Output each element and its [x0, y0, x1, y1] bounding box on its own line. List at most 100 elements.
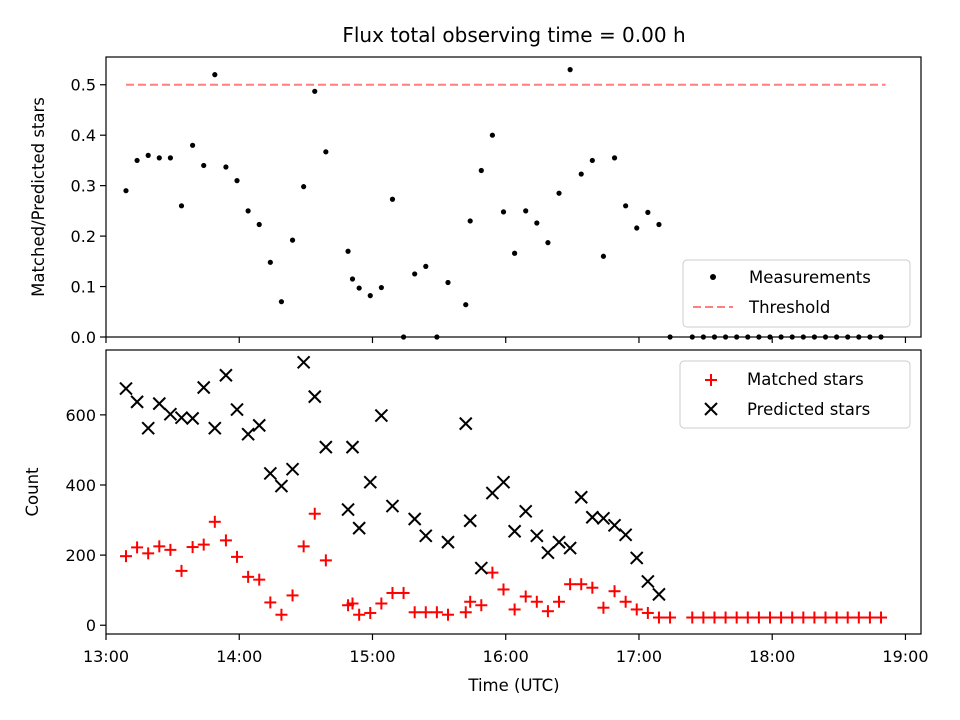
legend-label-matched: Matched stars: [747, 370, 864, 389]
x-tick-label-3: 16:00: [483, 647, 529, 666]
matched-stars-point-45: [619, 595, 632, 608]
predicted-stars-point-11: [241, 427, 255, 441]
measurements-point-12: [256, 221, 262, 228]
matched-stars-point-64: [841, 611, 854, 624]
legend-marker-predicted: [704, 402, 718, 416]
x-tick-label-4: 17:00: [616, 647, 662, 666]
predicted-stars-point-10: [230, 402, 244, 417]
matched-stars-point-42: [586, 581, 599, 594]
matched-stars-point-13: [264, 596, 277, 609]
y-axis-label: Count: [23, 467, 42, 517]
measurements-point-8: [212, 72, 218, 78]
measurements-point-41: [578, 171, 584, 177]
predicted-stars-point-14: [274, 479, 289, 493]
legend-box: [682, 259, 911, 328]
predicted-stars-point-26: [419, 529, 433, 543]
matched-stars-point-32: [475, 599, 488, 612]
matched-stars-point-65: [852, 611, 865, 624]
plot-frame: [105, 349, 922, 635]
legend-marker-measurements: [710, 274, 716, 280]
predicted-stars-point-41: [596, 511, 611, 526]
y-tick-label-0: 0.0: [71, 328, 96, 347]
matched-stars-point-16: [297, 540, 310, 553]
matched-stars-point-66: [863, 611, 876, 624]
measurements-point-0: [123, 188, 129, 194]
measurements-point-7: [201, 162, 207, 169]
matched-stars-point-26: [408, 606, 421, 619]
measurements-point-36: [523, 208, 529, 214]
predicted-stars-point-28: [459, 416, 473, 431]
measurements-point-47: [645, 209, 651, 215]
measurements-point-29: [445, 279, 451, 286]
plot-marks: [119, 355, 888, 624]
legend-label-threshold: Threshold: [748, 298, 830, 317]
predicted-stars-point-40: [585, 510, 600, 524]
matched-stars-point-5: [175, 564, 188, 577]
x-tick-label-1: 14:00: [216, 647, 262, 666]
matched-stars-point-53: [719, 611, 732, 624]
matched-stars-point-47: [641, 606, 654, 619]
predicted-stars-point-19: [341, 502, 355, 517]
predicted-stars-point-16: [296, 355, 311, 369]
matched-stars-point-11: [242, 570, 255, 583]
measurements-point-35: [512, 250, 518, 256]
matched-stars-point-35: [508, 603, 521, 616]
measurements-point-39: [556, 190, 562, 196]
measurements-point-32: [478, 167, 484, 174]
matched-stars-point-14: [275, 608, 288, 621]
matched-stars-point-49: [664, 611, 677, 624]
matched-stars-point-46: [630, 603, 643, 616]
measurements-point-21: [356, 285, 362, 291]
predicted-stars-point-2: [141, 421, 155, 435]
measurements-point-40: [567, 67, 573, 73]
axis-ticks: 0.0 0.1 0.2 0.3 0.4 0.5: [71, 76, 907, 347]
measurements-point-33: [489, 132, 496, 138]
measurements-point-45: [623, 203, 629, 209]
matched-stars-point-29: [441, 608, 454, 621]
measurements-point-44: [611, 155, 618, 161]
predicted-stars-point-7: [197, 380, 211, 395]
y-tick-label-2: 400: [65, 476, 96, 495]
measurements-point-42: [589, 157, 595, 164]
matched-stars-point-58: [775, 611, 788, 624]
matched-stars-point-18: [319, 554, 332, 567]
plot-frame: [105, 56, 922, 338]
matched-stars-point-22: [364, 606, 377, 619]
y-axis-label: Matched/Predicted stars: [29, 97, 48, 297]
matched-stars-point-39: [553, 595, 566, 608]
predicted-stars-point-25: [407, 512, 422, 526]
matched-stars-point-41: [575, 578, 588, 591]
chart-title: Flux total observing time = 0.00 h: [342, 23, 685, 47]
measurements-point-34: [500, 209, 507, 215]
y-tick-label-3: 0.3: [71, 177, 96, 196]
matched-stars-point-67: [875, 611, 888, 624]
predicted-stars-point-5: [174, 410, 189, 425]
matched-stars-point-24: [386, 586, 399, 599]
matched-stars-point-2: [142, 547, 155, 560]
predicted-stars-point-24: [385, 499, 400, 513]
matched-stars-point-28: [430, 606, 443, 619]
measurements-point-38: [545, 240, 551, 246]
x-tick-label-6: 19:00: [882, 647, 928, 666]
measurements-point-10: [234, 178, 240, 184]
predicted-stars-point-4: [163, 407, 178, 421]
measurements-point-26: [412, 271, 418, 277]
matched-stars-point-62: [819, 611, 832, 624]
matched-stars-point-63: [830, 611, 843, 624]
matched-stars-point-59: [786, 611, 799, 624]
legend: Matched stars Predicted stars: [679, 360, 911, 429]
matched-stars-point-15: [286, 589, 299, 602]
predicted-stars-point-12: [252, 418, 266, 433]
star-count-panel: Count Time (UTC) 0 200 400 600 13:00 14:00 15:…: [23, 349, 929, 695]
legend-box: [679, 360, 911, 429]
predicted-stars-point-20: [345, 440, 360, 454]
x-axis-label: Time (UTC): [467, 676, 559, 695]
axis-ticks: 0 200 400 600 13:00 14:00 15:00 16:00 17:00 18:00…: [65, 406, 928, 666]
predicted-stars-point-9: [219, 368, 233, 382]
predicted-stars-point-43: [618, 528, 633, 542]
matched-stars-point-56: [752, 611, 765, 624]
predicted-stars-point-18: [319, 440, 333, 454]
y-tick-label-1: 200: [65, 546, 96, 565]
x-tick-label-0: 13:00: [83, 647, 129, 666]
